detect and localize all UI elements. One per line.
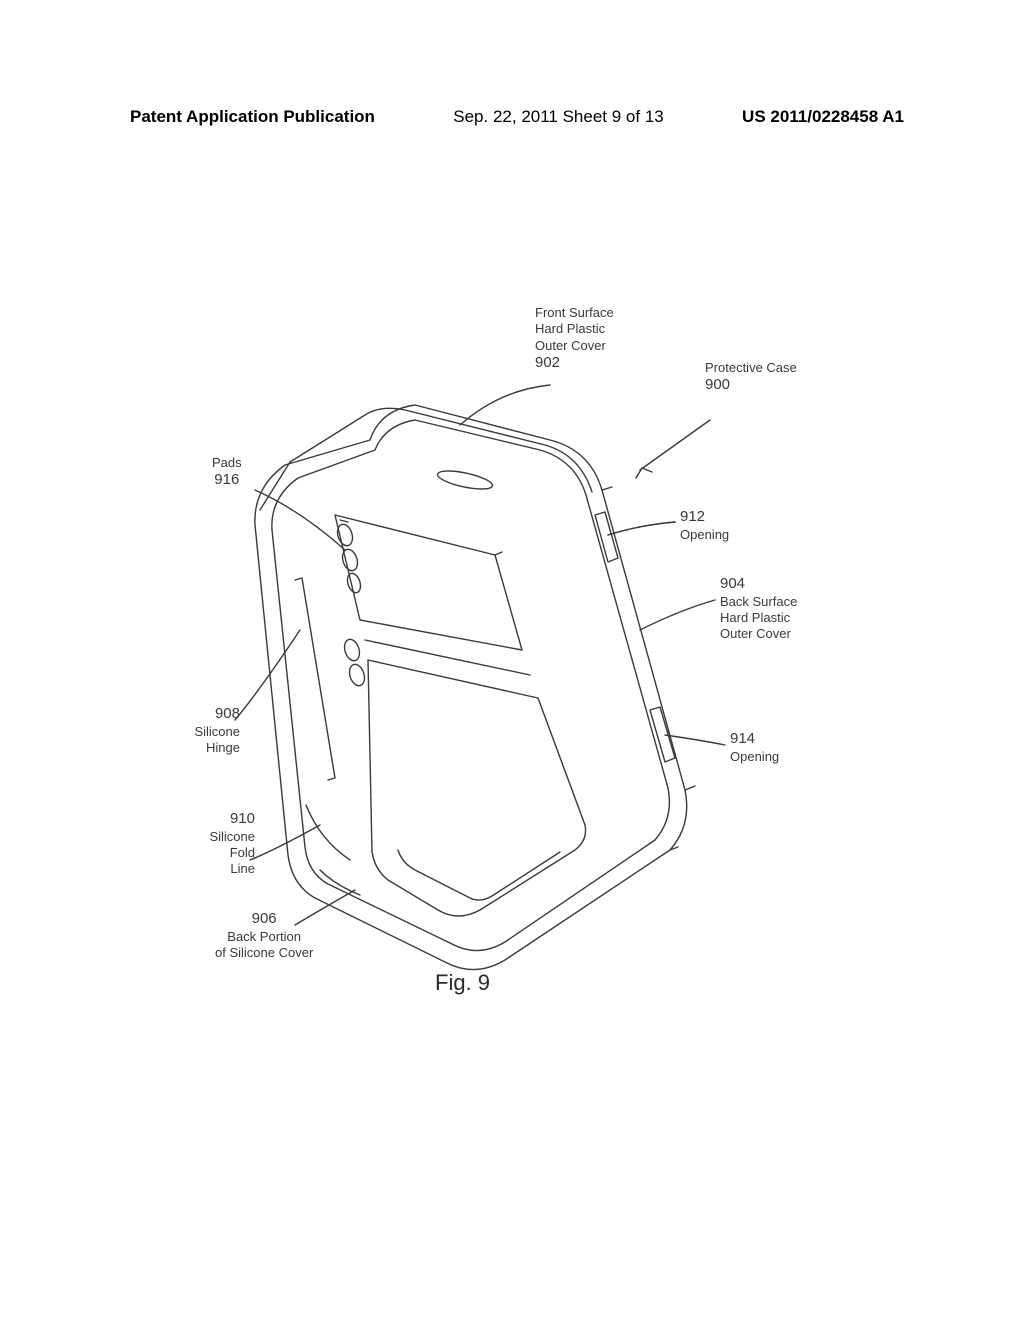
label-912-num: 912: [680, 508, 729, 527]
label-914-num: 914: [730, 730, 779, 749]
label-912: 912 Opening: [680, 508, 729, 543]
figure-9: Front Surface Hard Plastic Outer Cover 9…: [180, 350, 880, 1050]
label-904-num: 904: [720, 575, 797, 594]
label-902-text: Front Surface Hard Plastic Outer Cover: [535, 305, 614, 354]
label-908: 908 Silicone Hinge: [175, 705, 240, 756]
label-910-num: 910: [190, 810, 255, 829]
label-900-text: Protective Case: [705, 360, 797, 376]
header-publication: Patent Application Publication: [130, 107, 375, 127]
label-900: Protective Case 900: [705, 360, 797, 395]
label-904: 904 Back Surface Hard Plastic Outer Cove…: [720, 575, 797, 643]
label-902: Front Surface Hard Plastic Outer Cover 9…: [535, 305, 614, 373]
label-906-text: Back Portion of Silicone Cover: [215, 929, 313, 962]
label-906: 906 Back Portion of Silicone Cover: [215, 910, 313, 961]
label-912-text: Opening: [680, 527, 729, 543]
label-908-num: 908: [175, 705, 240, 724]
label-908-text: Silicone Hinge: [175, 724, 240, 757]
label-916-text: Pads: [212, 455, 242, 471]
label-902-num: 902: [535, 354, 614, 373]
label-900-num: 900: [705, 376, 797, 395]
label-910: 910 Silicone Fold Line: [190, 810, 255, 878]
label-916-num: 916: [212, 471, 242, 490]
figure-caption: Fig. 9: [435, 970, 490, 996]
label-904-text: Back Surface Hard Plastic Outer Cover: [720, 594, 797, 643]
label-916: Pads 916: [212, 455, 242, 490]
label-914-text: Opening: [730, 749, 779, 765]
label-910-text: Silicone Fold Line: [190, 829, 255, 878]
label-914: 914 Opening: [730, 730, 779, 765]
header-patent-number: US 2011/0228458 A1: [742, 107, 904, 127]
header-date-sheet: Sep. 22, 2011 Sheet 9 of 13: [453, 107, 663, 127]
label-906-num: 906: [215, 910, 313, 929]
